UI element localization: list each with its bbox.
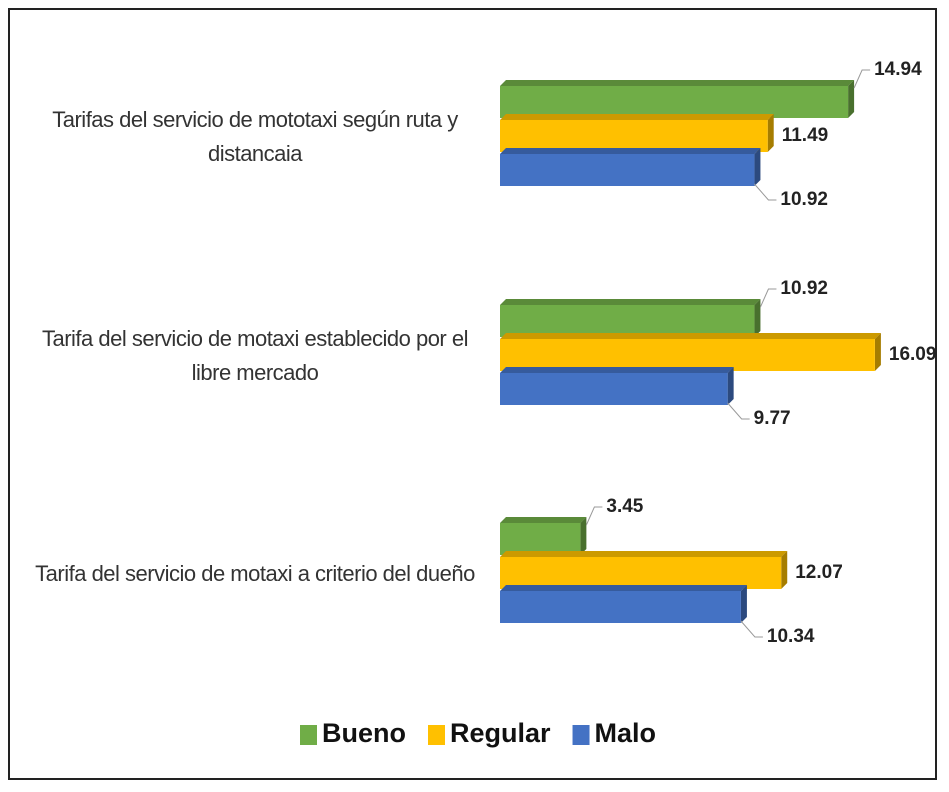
bar-top: [500, 585, 747, 591]
chart-frame: [8, 8, 937, 780]
leader-line: [759, 288, 777, 308]
bar: [500, 154, 755, 186]
category-label: Tarifa del servicio de motaxi a criterio…: [35, 561, 475, 586]
bar-side: [781, 551, 788, 589]
bar-side: [580, 517, 587, 555]
value-label: 16.09: [889, 344, 937, 365]
bar: [500, 86, 849, 118]
legend-swatch: [428, 725, 445, 745]
bar-top: [500, 299, 761, 305]
category-label: Tarifa del servicio de motaxi establecid…: [41, 326, 469, 385]
value-label: 14.94: [874, 59, 922, 80]
legend-label: Regular: [450, 718, 551, 748]
bar-top: [500, 148, 761, 154]
leader-line: [853, 69, 871, 89]
bar-top: [500, 551, 788, 557]
bar-side: [754, 299, 761, 337]
category-label: Tarifas del servicio de mototaxi según r…: [52, 107, 458, 166]
bar-top: [500, 80, 855, 86]
bar-side: [754, 148, 761, 186]
bar-top: [500, 114, 774, 120]
bar: [500, 591, 741, 623]
value-label: 10.92: [780, 278, 828, 299]
bar: [500, 373, 728, 405]
value-label: 10.92: [780, 189, 828, 210]
value-label: 10.34: [767, 626, 815, 647]
bar-side: [767, 114, 774, 152]
bar: [500, 120, 768, 152]
legend-swatch: [572, 725, 590, 745]
leader-line: [754, 183, 777, 201]
bar-side: [740, 585, 747, 623]
bar-top: [500, 333, 881, 339]
value-label: 11.49: [782, 125, 829, 146]
value-label: 9.77: [754, 408, 791, 429]
bar-top: [500, 367, 734, 373]
bar-side: [848, 80, 855, 118]
legend-label: Malo: [595, 718, 657, 748]
bar: [500, 523, 581, 555]
bar-side: [727, 367, 734, 405]
bar-top: [500, 517, 587, 523]
bar: [500, 339, 875, 371]
bar-side: [874, 333, 881, 371]
legend-label: Bueno: [322, 718, 406, 748]
value-label: 12.07: [795, 562, 843, 583]
value-label: 3.45: [606, 496, 643, 517]
leader-line: [585, 506, 603, 526]
leader-line: [740, 620, 763, 638]
legend-swatch: [300, 725, 317, 745]
bar: [500, 305, 755, 337]
leader-line: [727, 402, 750, 420]
bar: [500, 557, 782, 589]
